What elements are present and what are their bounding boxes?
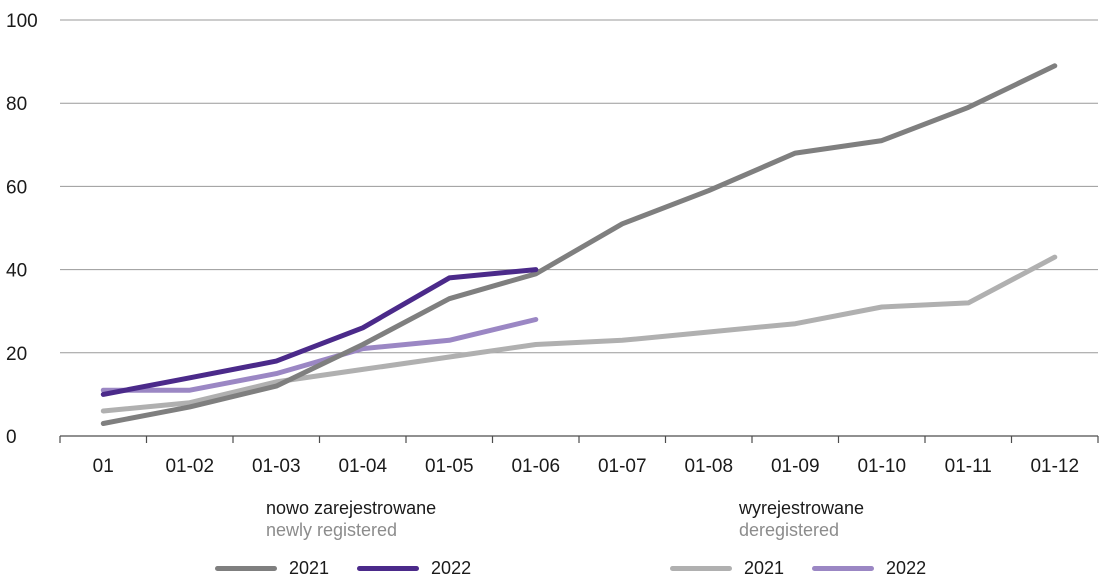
legend-swatch-newly-2021 — [215, 566, 277, 571]
x-tick-label-01-05: 01-05 — [425, 456, 474, 477]
legend-swatch-deregistered-2022 — [812, 566, 875, 571]
legend-deregistered-subtitle: deregistered — [739, 520, 840, 540]
x-tick-label-01-08: 01-08 — [684, 456, 733, 477]
series-line-newly-2022 — [100, 267, 539, 397]
y-axis-tick-labels: 0 20 40 60 80 100 — [6, 11, 38, 448]
legend-label-newly-2021: 2021 — [289, 558, 330, 578]
legend-newly-title: nowo zarejestrowane — [266, 498, 437, 518]
legend-newly-subtitle: newly registered — [266, 520, 398, 540]
x-tick-label-01-02: 01-02 — [165, 456, 214, 477]
x-tick-label-01-09: 01-09 — [771, 456, 820, 477]
legend-item-deregistered-2021: 2021 — [670, 558, 784, 579]
series-line-deregistered-2022 — [100, 317, 539, 393]
series-line-newly-2021 — [100, 63, 1058, 426]
x-tick-label-01-10: 01-10 — [857, 456, 906, 477]
x-tick-label-01-07: 01-07 — [598, 456, 647, 477]
legend-swatch-deregistered-2021 — [670, 566, 732, 571]
x-tick-label-01-06: 01-06 — [511, 456, 560, 477]
x-tick-label-01: 01 — [93, 456, 114, 477]
legend-item-newly-2022: 2022 — [357, 558, 471, 579]
y-tick-label-80: 80 — [6, 94, 27, 115]
x-tick-label-01-12: 01-12 — [1030, 456, 1079, 477]
legend-swatch-newly-2022 — [357, 566, 420, 571]
x-tick-label-01-04: 01-04 — [338, 456, 387, 477]
legend-deregistered-title: wyrejestrowane — [739, 498, 865, 518]
series-lines — [100, 63, 1058, 426]
y-tick-label-60: 60 — [6, 177, 27, 198]
y-tick-label-20: 20 — [6, 344, 27, 365]
legend-item-newly-2021: 2021 — [215, 558, 329, 579]
series-line-deregistered-2021 — [100, 254, 1058, 414]
x-axis: 01 01-02 01-03 01-04 01-05 01-06 01-07 01-08 01-… — [59, 435, 1099, 477]
grid-lines — [60, 19, 1098, 354]
legend-deregistered-items: 2021 2022 — [670, 558, 954, 579]
y-tick-label-40: 40 — [6, 261, 27, 282]
x-tick-label-01-11: 01-11 — [945, 456, 992, 477]
legend-label-newly-2022: 2022 — [431, 558, 472, 578]
legend-newly-items: 2021 2022 — [215, 558, 499, 579]
legend-deregistered-header: wyrejestrowane deregistered — [739, 497, 864, 541]
y-tick-label-0: 0 — [6, 427, 17, 448]
x-tick-label-01-03: 01-03 — [252, 456, 301, 477]
legend-label-deregistered-2022: 2022 — [886, 558, 927, 578]
legend-item-deregistered-2022: 2022 — [812, 558, 926, 579]
legend-label-deregistered-2021: 2021 — [744, 558, 785, 578]
y-tick-label-100: 100 — [6, 11, 38, 32]
legend-newly-header: nowo zarejestrowane newly registered — [266, 497, 436, 541]
